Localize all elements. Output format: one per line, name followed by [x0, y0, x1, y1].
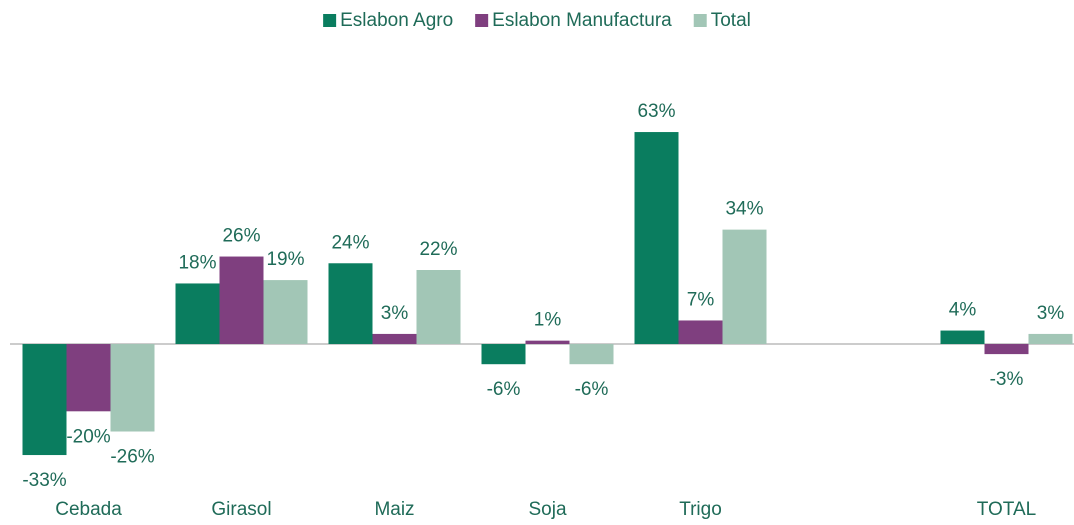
data-label: -20%: [66, 426, 110, 447]
legend-swatch: [693, 14, 707, 27]
bar: [984, 344, 1029, 355]
bar: [525, 340, 570, 345]
data-label: 19%: [266, 249, 304, 270]
data-label: 7%: [687, 289, 715, 310]
legend-swatch: [323, 14, 337, 27]
bar: [940, 330, 985, 345]
bar: [110, 344, 155, 432]
x-tick-label: Cebada: [55, 499, 122, 520]
bar: [481, 344, 526, 365]
bar: [416, 269, 461, 345]
data-label: 24%: [331, 232, 369, 253]
data-label: 3%: [381, 303, 409, 324]
legend-label: Eslabon Agro: [340, 10, 453, 31]
data-label: 26%: [222, 226, 260, 247]
x-tick-label: Trigo: [679, 499, 722, 520]
x-tick-label: Girasol: [211, 499, 271, 520]
data-label: -26%: [110, 447, 154, 468]
x-tick-label: TOTAL: [977, 499, 1036, 520]
bar: [219, 256, 264, 345]
x-tick-label: Maiz: [374, 499, 414, 520]
legend-label: Total: [711, 10, 751, 31]
x-tick-label: Soja: [528, 499, 566, 520]
bar: [22, 344, 67, 456]
bar: [66, 344, 111, 412]
data-label: -6%: [575, 379, 609, 400]
data-label: 22%: [419, 239, 457, 260]
bar: [678, 320, 723, 345]
data-label: 34%: [725, 199, 763, 220]
data-label: -3%: [990, 369, 1024, 390]
data-label: 1%: [534, 310, 562, 331]
legend-label: Eslabon Manufactura: [492, 10, 672, 31]
bar: [634, 132, 679, 345]
bar: [372, 333, 417, 345]
bar: [1028, 333, 1073, 345]
bar: [175, 283, 220, 345]
data-label: 18%: [178, 252, 216, 273]
bar: [263, 280, 308, 345]
data-label: 4%: [949, 300, 977, 321]
bar: [328, 263, 373, 345]
data-label: 63%: [637, 101, 675, 122]
bar: [722, 229, 767, 345]
bar: [569, 344, 614, 365]
data-label: -33%: [22, 470, 66, 491]
data-label: 3%: [1037, 303, 1065, 324]
data-label: -6%: [487, 379, 521, 400]
legend-swatch: [475, 14, 489, 27]
